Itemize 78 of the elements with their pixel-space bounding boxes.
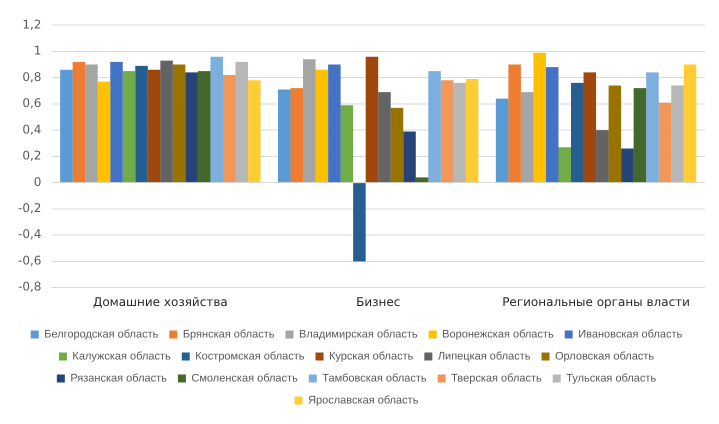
bar (646, 72, 659, 182)
bar (172, 64, 186, 182)
bar (520, 92, 534, 182)
bar (428, 71, 441, 182)
legend-label: Орловская область (554, 350, 654, 363)
bar (72, 62, 86, 182)
bar (608, 86, 622, 182)
y-tick-label: 0,8 (22, 70, 42, 84)
bar (353, 183, 366, 262)
y-tick-label: -0,2 (18, 201, 42, 216)
y-tick-label: -0,8 (18, 280, 42, 294)
legend-label: Калужская область (72, 350, 172, 363)
bar (634, 88, 646, 182)
legend-label: Смоленская область (191, 372, 298, 385)
bar (390, 108, 404, 182)
bar (248, 80, 261, 182)
bar (85, 64, 98, 182)
bar (98, 82, 110, 182)
bar (135, 66, 148, 182)
legend-label: Владимирская область (298, 328, 418, 341)
bar (596, 130, 609, 182)
bar (621, 148, 634, 182)
legend-label: Тверская область (451, 372, 542, 385)
bar (340, 105, 354, 182)
legend-label: Ивановская область (578, 328, 683, 341)
y-tick-label: 0,6 (22, 96, 42, 110)
bar (496, 98, 508, 182)
y-tick-label: 0 (34, 174, 42, 189)
bar (222, 75, 236, 182)
y-tick-label: -0,6 (18, 253, 42, 268)
bar (584, 72, 596, 182)
y-tick-label: 1 (34, 44, 42, 58)
bar (508, 64, 521, 182)
legend-label: Тульская область (566, 372, 656, 385)
y-tick-label: 0,4 (22, 122, 42, 136)
bar (198, 71, 210, 182)
bar (210, 56, 223, 182)
bar (110, 62, 123, 182)
bar (378, 92, 391, 182)
legend-label: Белгородская область (44, 328, 159, 341)
bar (160, 60, 173, 182)
bar (122, 71, 136, 182)
bar (60, 70, 73, 182)
legend-label: Тамбовская область (322, 372, 427, 385)
bar (290, 88, 304, 182)
bar (303, 59, 316, 182)
legend-label: Ярославская область (308, 394, 419, 407)
x-tick-label: Региональные органы власти (502, 294, 690, 309)
bar (671, 86, 684, 182)
bar (658, 102, 672, 182)
bar (416, 177, 428, 182)
y-tick-label: -0,4 (18, 227, 42, 242)
bar (278, 89, 291, 182)
y-tick-label: 0,2 (22, 148, 42, 163)
bar (571, 82, 584, 182)
bar (533, 52, 546, 182)
bar (328, 64, 341, 182)
x-tick-label: Бизнес (356, 294, 400, 309)
bar (148, 70, 160, 182)
bar (466, 78, 478, 182)
bar (366, 56, 378, 182)
bar (684, 64, 696, 182)
bar (236, 62, 248, 182)
bar (453, 82, 466, 182)
legend-label: Брянская область (182, 328, 275, 341)
legend-label: Липецкая область (438, 350, 531, 363)
legend-label: Рязанская область (70, 372, 168, 385)
bar (403, 131, 416, 182)
y-tick-label: 1,2 (22, 17, 42, 32)
x-tick-label: Домашние хозяйства (92, 294, 228, 309)
bar (440, 80, 454, 182)
bar (316, 70, 328, 182)
legend-label: Костромская область (195, 350, 305, 363)
legend-label: Курская область (329, 350, 414, 363)
bar (546, 67, 558, 182)
bar (185, 72, 198, 182)
bar (558, 147, 572, 182)
legend-label: Воронежская область (442, 328, 554, 341)
